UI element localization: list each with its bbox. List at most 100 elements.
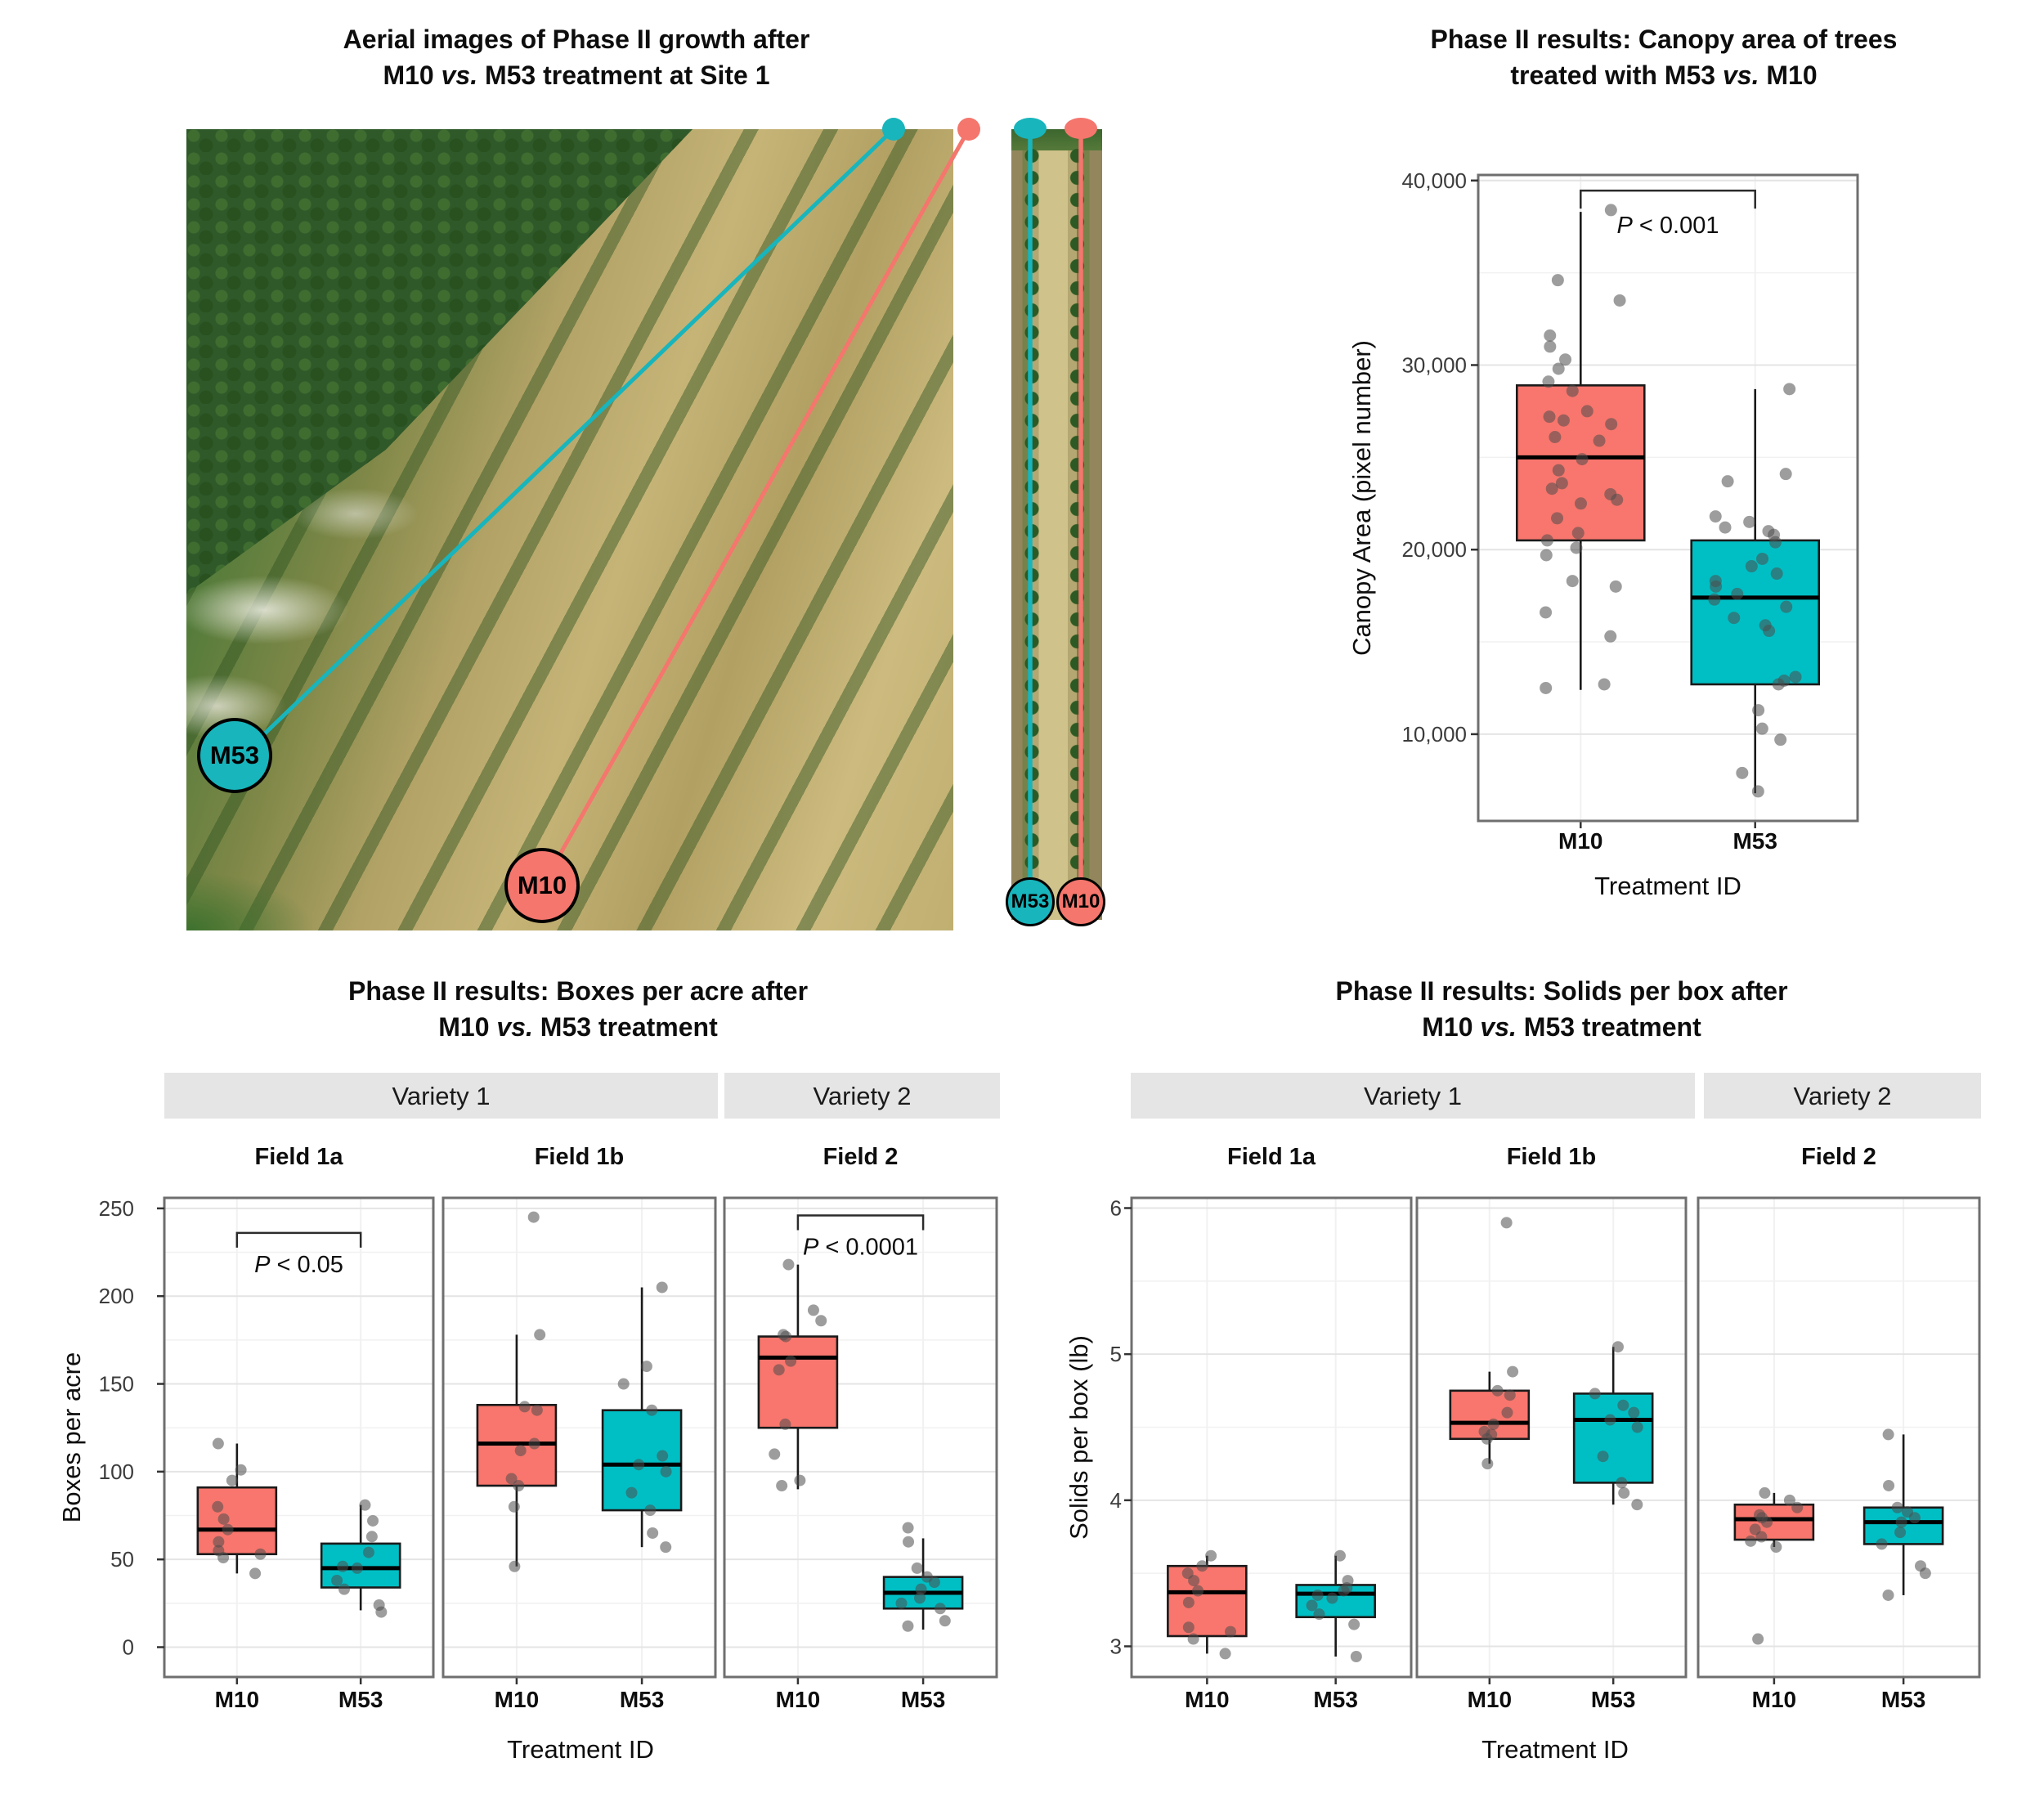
title-line: M10 vs. M53 treatment bbox=[1173, 1009, 1950, 1045]
y-tick-label: 50 bbox=[110, 1547, 134, 1572]
jitter-point bbox=[815, 1315, 827, 1327]
jitter-point bbox=[213, 1545, 225, 1557]
jitter-point bbox=[1770, 1540, 1782, 1553]
jitter-point bbox=[1604, 204, 1617, 217]
y-tick-label: 5 bbox=[1110, 1342, 1122, 1366]
aerial-photo-oblique bbox=[186, 129, 953, 930]
jitter-point bbox=[1219, 1648, 1231, 1660]
m53-strip-dot bbox=[1014, 118, 1047, 139]
jitter-point bbox=[514, 1445, 527, 1457]
m10-marker-photo: M10 bbox=[504, 848, 580, 923]
jitter-point bbox=[513, 1480, 525, 1492]
y-tick-label: 250 bbox=[99, 1196, 134, 1221]
jitter-point bbox=[921, 1571, 933, 1583]
jitter-point bbox=[1589, 1388, 1601, 1400]
title-line: Phase II results: Solids per box after bbox=[1335, 976, 1788, 1006]
jitter-point bbox=[660, 1541, 672, 1554]
jitter-point bbox=[1882, 1589, 1894, 1601]
facet-field-1b: Field 1b M10 M53 bbox=[442, 1144, 717, 1712]
y-tick-label: 100 bbox=[99, 1460, 134, 1484]
jitter-point bbox=[1551, 512, 1564, 525]
jitter-point bbox=[362, 1546, 374, 1558]
y-axis-title: Canopy Area (pixel number) bbox=[1347, 340, 1376, 656]
title-segment-italic: vs. bbox=[1722, 61, 1759, 90]
panel-d-title: Phase II results: Solids per box after M… bbox=[1173, 973, 1950, 1045]
jitter-point bbox=[1574, 497, 1587, 510]
x-tick-label: M53 bbox=[1313, 1687, 1357, 1712]
jitter-point bbox=[1763, 625, 1776, 638]
marker-label: M53 bbox=[1011, 890, 1050, 912]
jitter-point bbox=[794, 1474, 806, 1486]
jitter-point bbox=[531, 1404, 543, 1416]
panel-b-title: Phase II results: Canopy area of trees t… bbox=[1296, 21, 2032, 93]
jitter-point bbox=[351, 1562, 363, 1574]
panel-border bbox=[723, 1196, 998, 1679]
title-line: Phase II results: Canopy area of trees bbox=[1430, 25, 1898, 54]
marker-label: M53 bbox=[209, 741, 260, 769]
jitter-point bbox=[1501, 1406, 1513, 1419]
jitter-point bbox=[1542, 375, 1555, 388]
title-line: Aerial images of Phase II growth after bbox=[343, 25, 810, 54]
marker-label: M10 bbox=[1061, 890, 1100, 912]
jitter-point bbox=[1708, 593, 1721, 606]
jitter-point bbox=[1728, 612, 1741, 625]
facet-strip-variety bbox=[164, 1073, 718, 1119]
jitter-point bbox=[1891, 1501, 1903, 1513]
jitter-point bbox=[1576, 453, 1589, 466]
panel-border bbox=[1477, 173, 1859, 823]
facet-field-label: Field 1b bbox=[535, 1144, 625, 1170]
jitter-point bbox=[1616, 1477, 1628, 1489]
jitter-point bbox=[212, 1500, 224, 1513]
m53-guide-dot bbox=[882, 118, 905, 141]
m53-marker-strip: M53 bbox=[1006, 877, 1055, 926]
y-tick-label: 20,000 bbox=[1401, 537, 1467, 562]
facet-panel: M10 M53 P < 0.001 bbox=[1477, 173, 1859, 854]
jitter-point bbox=[1348, 1618, 1360, 1630]
jitter-point bbox=[527, 1211, 540, 1223]
jitter-point bbox=[1749, 1523, 1761, 1536]
jitter-point bbox=[1540, 549, 1553, 562]
jitter-point bbox=[939, 1615, 951, 1627]
jitter-point bbox=[528, 1437, 540, 1450]
jitter-point bbox=[508, 1500, 520, 1513]
jitter-point bbox=[1617, 1399, 1629, 1411]
title-segment: M10 bbox=[1759, 61, 1818, 90]
p-value-label: P < 0.0001 bbox=[803, 1234, 918, 1260]
x-tick-label: M10 bbox=[1468, 1687, 1512, 1712]
x-tick-label: M53 bbox=[620, 1687, 664, 1712]
jitter-point bbox=[915, 1583, 927, 1595]
jitter-point bbox=[807, 1304, 819, 1316]
jitter-point bbox=[1894, 1527, 1907, 1539]
facet-field-1b: Field 1b M10 M53 bbox=[1415, 1144, 1688, 1712]
jitter-point bbox=[902, 1522, 914, 1534]
jitter-point bbox=[235, 1464, 247, 1476]
jitter-point bbox=[1500, 1217, 1513, 1229]
x-tick-label: M10 bbox=[1558, 828, 1602, 854]
jitter-point bbox=[1709, 510, 1722, 523]
facet-strip-label: Variety 1 bbox=[1364, 1082, 1462, 1110]
jitter-point bbox=[1883, 1479, 1895, 1491]
jitter-point bbox=[1507, 1365, 1519, 1378]
jitter-point bbox=[1604, 1414, 1616, 1426]
jitter-point bbox=[1549, 431, 1562, 444]
x-tick-label: M53 bbox=[1591, 1687, 1635, 1712]
m10-marker-strip: M10 bbox=[1056, 877, 1105, 926]
facet-field-2: Field 2 M10 M53 P < 0.0001 bbox=[723, 1144, 998, 1712]
jitter-point bbox=[617, 1378, 630, 1390]
jitter-point bbox=[1613, 294, 1626, 307]
jitter-point bbox=[1743, 515, 1756, 528]
jitter-point bbox=[1181, 1567, 1194, 1580]
jitter-point bbox=[1225, 1625, 1237, 1638]
panel-c-title: Phase II results: Boxes per acre after M… bbox=[190, 973, 966, 1045]
jitter-point bbox=[1774, 733, 1787, 747]
jitter-point bbox=[1326, 1592, 1338, 1604]
jitter-point bbox=[640, 1361, 652, 1373]
jitter-point bbox=[1789, 670, 1802, 684]
panel-border bbox=[442, 1196, 717, 1679]
y-tick-label: 200 bbox=[99, 1284, 134, 1308]
jitter-point bbox=[1772, 678, 1785, 691]
jitter-point bbox=[914, 1592, 926, 1604]
jitter-point bbox=[338, 1583, 351, 1595]
title-segment-italic: vs. bbox=[441, 61, 478, 90]
jitter-point bbox=[1611, 1341, 1624, 1353]
